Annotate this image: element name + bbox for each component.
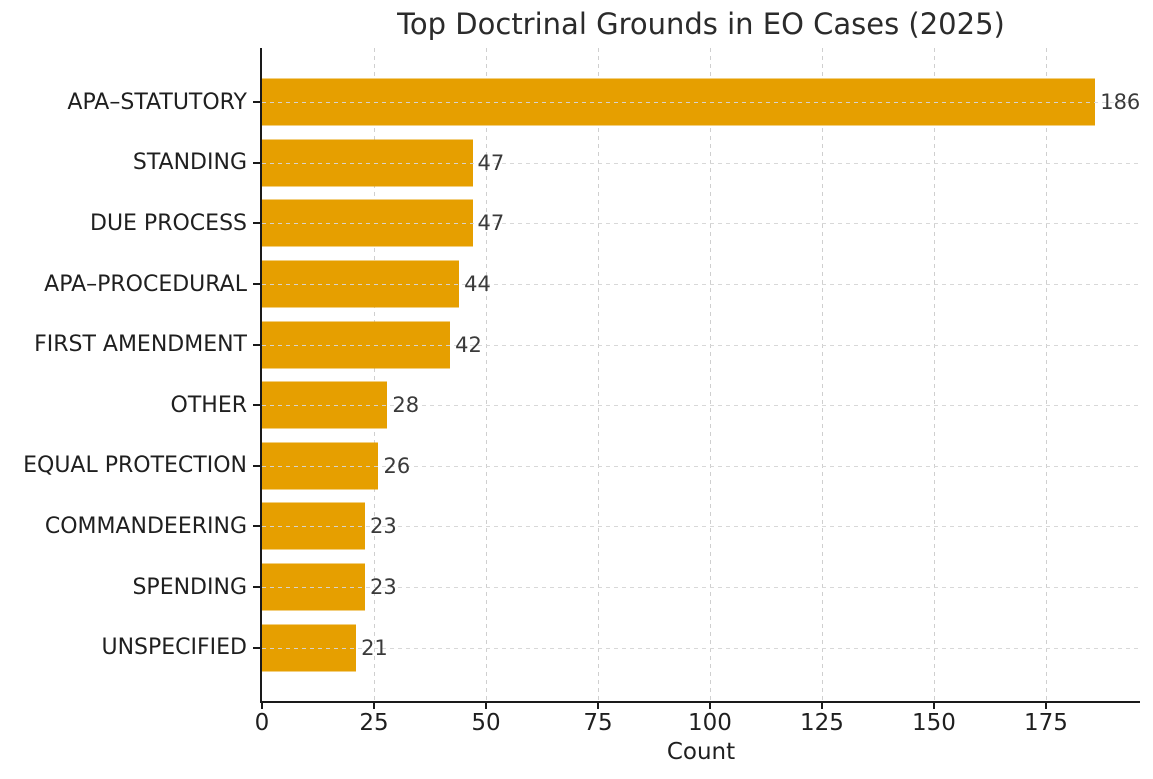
chart-row: 28	[262, 375, 1140, 436]
h-gridline	[262, 465, 1140, 467]
h-gridline	[262, 526, 1140, 528]
y-tick-label: FIRST AMENDMENT	[34, 332, 247, 358]
x-axis-tick-labels: 0 25 50 75 100 125 150 175	[255, 710, 1140, 738]
y-tick-mark	[253, 646, 261, 649]
y-tick-mark-cell	[253, 193, 261, 254]
v-gridline	[597, 48, 599, 701]
chart-row: 21	[262, 617, 1140, 678]
x-axis-tick-marks	[261, 701, 1140, 709]
h-gridline	[262, 162, 1140, 164]
x-tick-label: 25	[359, 710, 389, 736]
value-label: 26	[383, 453, 411, 478]
y-tick-mark-cell	[253, 314, 261, 375]
chart-row: 26	[262, 436, 1140, 497]
y-tick-mark	[253, 222, 261, 225]
y-tick-label: APA–PROCEDURAL	[44, 271, 247, 297]
x-tick-label: 100	[688, 710, 732, 736]
x-tick-label: 175	[1023, 710, 1068, 736]
x-tick-mark	[484, 701, 487, 709]
x-axis-spine	[260, 701, 1140, 703]
y-tick-label: DUE PROCESS	[90, 210, 247, 236]
chart-row: 47	[262, 193, 1140, 254]
v-gridline	[709, 48, 711, 701]
value-label: 44	[464, 272, 491, 297]
value-label: 23	[370, 514, 397, 539]
h-gridline	[262, 647, 1140, 649]
v-gridline	[485, 48, 487, 701]
y-tick-label: APA–STATUTORY	[67, 89, 247, 115]
value-label: 186	[1100, 90, 1141, 115]
h-gridline	[262, 223, 1140, 225]
y-tick-mark	[253, 586, 261, 589]
chart-row: 186	[262, 72, 1140, 133]
y-tick-mark	[253, 101, 261, 104]
y-tick-mark	[253, 525, 261, 528]
v-gridline	[933, 48, 935, 701]
value-label: 47	[477, 211, 505, 236]
y-tick-mark	[253, 161, 261, 164]
chart-title: Top Doctrinal Grounds in EO Cases (2025)	[397, 7, 1005, 41]
v-gridline	[373, 48, 375, 701]
y-tick-mark-cell	[253, 617, 261, 678]
y-tick-mark-cell	[253, 496, 261, 557]
x-tick-label: 150	[911, 710, 956, 736]
chart-row: 23	[262, 496, 1140, 557]
h-gridline	[262, 102, 1140, 104]
chart-row: 44	[262, 254, 1140, 315]
y-axis-labels: APA–STATUTORY STANDING DUE PROCESS APA–PROC…	[0, 48, 247, 701]
y-tick-mark-cell	[253, 133, 261, 194]
chart-row: 42	[262, 314, 1140, 375]
y-tick-label: EQUAL PROTECTION	[23, 453, 247, 479]
y-tick-label: OTHER	[170, 392, 247, 418]
h-gridline	[262, 344, 1140, 346]
v-gridline	[1045, 48, 1047, 701]
bar-rows: 186 47 47 44 42 28 26 23 23 21	[262, 72, 1140, 678]
value-label: 42	[455, 332, 482, 357]
y-tick-label: UNSPECIFIED	[101, 635, 247, 661]
y-axis-spine	[260, 48, 262, 701]
y-tick-mark-cell	[253, 557, 261, 618]
y-tick-mark-cell	[253, 436, 261, 497]
y-tick-mark-cell	[253, 375, 261, 436]
value-label: 28	[392, 393, 420, 418]
x-tick-label: 125	[799, 710, 844, 736]
y-axis-tick-marks	[253, 48, 261, 701]
x-tick-mark	[1044, 701, 1047, 709]
y-tick-mark	[253, 404, 261, 407]
x-tick-mark	[932, 701, 935, 709]
h-gridline	[262, 284, 1140, 286]
x-tick-label: 50	[471, 710, 501, 736]
x-tick-mark	[820, 701, 823, 709]
x-tick-mark	[261, 701, 263, 709]
value-label: 23	[370, 575, 397, 600]
y-tick-mark	[253, 464, 261, 467]
h-gridline	[262, 587, 1140, 589]
y-tick-label: STANDING	[132, 150, 247, 176]
v-gridline	[821, 48, 823, 701]
value-label: 21	[361, 635, 388, 660]
y-tick-mark	[253, 343, 261, 346]
x-tick-label: 0	[254, 710, 270, 736]
chart-row: 47	[262, 133, 1140, 194]
x-tick-mark	[596, 701, 599, 709]
chart-row: 23	[262, 557, 1140, 618]
plot-area: 186 47 47 44 42 28 26 23 23 21	[260, 48, 1140, 703]
y-tick-label: COMMANDEERING	[44, 513, 247, 539]
x-axis-title: Count	[666, 739, 736, 765]
y-tick-mark	[253, 283, 261, 286]
y-tick-mark-cell	[253, 254, 261, 315]
x-tick-mark	[372, 701, 375, 709]
y-tick-label: SPENDING	[132, 574, 247, 600]
y-tick-mark-cell	[253, 72, 261, 133]
value-label: 47	[477, 150, 505, 175]
x-tick-mark	[708, 701, 711, 709]
h-gridline	[262, 405, 1140, 407]
x-tick-label: 75	[583, 710, 613, 736]
